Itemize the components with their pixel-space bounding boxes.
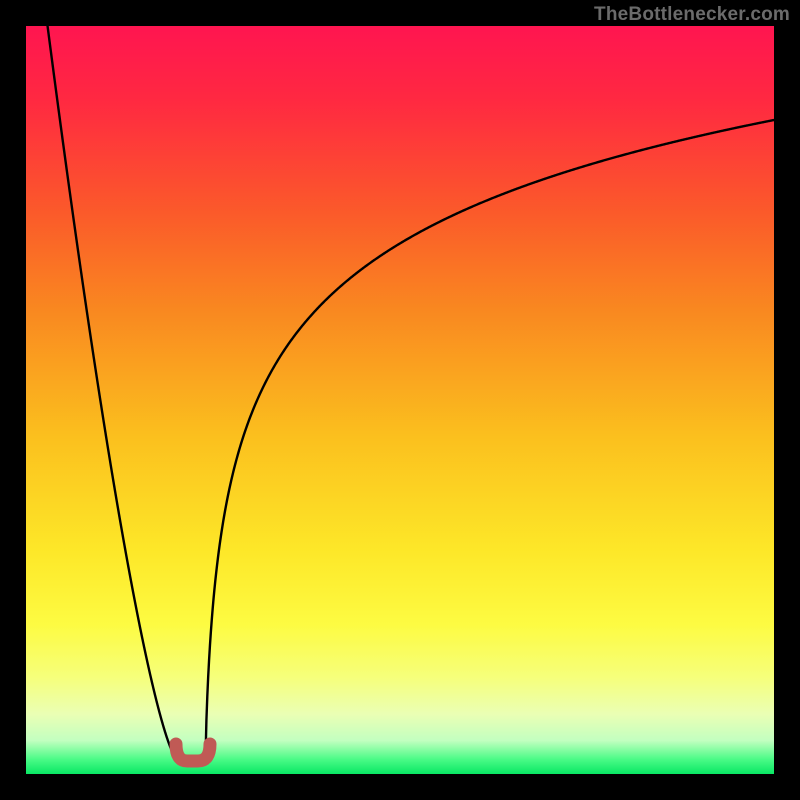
- chart-stage: TheBottlenecker.com: [0, 0, 800, 800]
- gradient-background: [26, 26, 774, 774]
- watermark-text: TheBottlenecker.com: [594, 4, 790, 26]
- bottleneck-curve-plot: [0, 0, 800, 800]
